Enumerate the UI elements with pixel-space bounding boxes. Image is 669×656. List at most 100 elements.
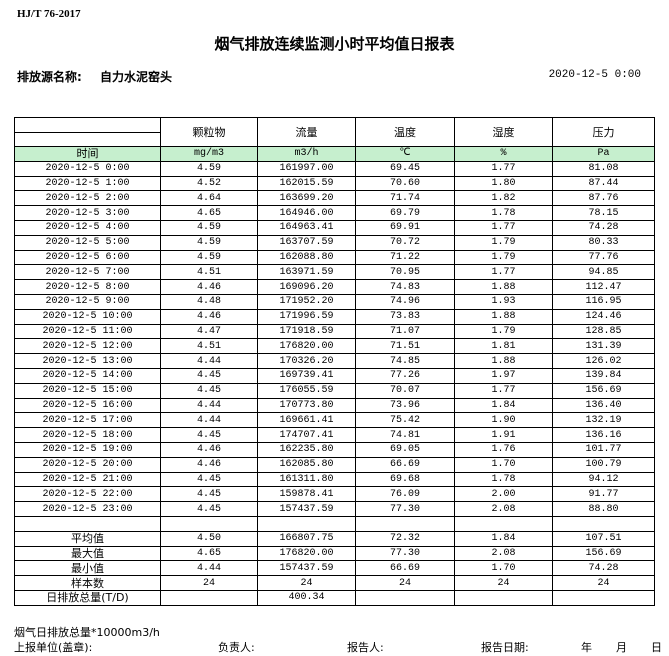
value-cell: 66.69 <box>355 560 455 577</box>
value-cell: 1.90 <box>454 412 553 429</box>
value-cell: 107.51 <box>552 530 655 547</box>
value-cell: 1.79 <box>454 234 553 251</box>
data-row: 2020-12-5 16:00 4.44 170773.80 73.96 1.84 136… <box>14 397 655 414</box>
report-date-label: 报告日期: <box>481 641 529 654</box>
value-cell: 170773.80 <box>257 397 356 414</box>
value-cell: 81.08 <box>552 160 655 177</box>
value-cell: 4.45 <box>160 486 258 503</box>
summary-row: 最小值 4.44 157437.59 66.69 1.70 74.28 <box>14 560 655 577</box>
value-cell: 24 <box>454 575 553 591</box>
data-row: 2020-12-5 6:00 4.59 162088.80 71.22 1.79 77.7… <box>14 249 655 266</box>
report-table: 颗粒物 流量 温度 湿度 压力 时间 mg/m3 m3/h ℃ % Pa 202… <box>14 117 655 606</box>
value-cell: 176820.00 <box>257 338 356 355</box>
value-cell: 166807.75 <box>257 530 356 547</box>
value-cell <box>552 589 655 606</box>
source-name: 自力水泥窑头 <box>100 70 173 84</box>
value-cell: 78.15 <box>552 205 655 221</box>
value-cell: 171918.59 <box>257 323 356 340</box>
value-cell: 163707.59 <box>257 234 356 251</box>
row-label: 2020-12-5 19:00 <box>14 441 161 458</box>
value-cell: 77.26 <box>355 367 455 384</box>
value-cell: 4.45 <box>160 427 258 443</box>
value-cell: 4.64 <box>160 190 258 207</box>
value-cell: 1.88 <box>454 353 553 369</box>
value-cell: 24 <box>552 575 655 591</box>
value-cell <box>454 589 553 606</box>
data-row: 2020-12-5 11:00 4.47 171918.59 71.07 1.79 128… <box>14 323 655 340</box>
value-cell: 4.44 <box>160 412 258 429</box>
row-label: 2020-12-5 23:00 <box>14 501 161 517</box>
value-cell: 169661.41 <box>257 412 356 429</box>
data-row: 2020-12-5 17:00 4.44 169661.41 75.42 1.90 132… <box>14 412 655 429</box>
value-cell: 4.44 <box>160 397 258 414</box>
value-cell: 2.08 <box>454 501 553 517</box>
data-row: 2020-12-5 9:00 4.48 171952.20 74.96 1.93 116.… <box>14 293 655 310</box>
value-cell: 162085.80 <box>257 456 356 473</box>
value-cell: 112.47 <box>552 279 655 295</box>
value-cell: 163971.59 <box>257 264 356 281</box>
value-cell: 74.96 <box>355 293 455 310</box>
blank-row <box>14 515 655 532</box>
value-cell: 4.59 <box>160 234 258 251</box>
data-row: 2020-12-5 12:00 4.51 176820.00 71.51 1.81 131… <box>14 338 655 355</box>
value-cell: 124.46 <box>552 308 655 325</box>
data-row: 2020-12-5 3:00 4.65 164946.00 69.79 1.78 78.1… <box>14 205 655 221</box>
value-cell: 74.85 <box>355 353 455 369</box>
value-cell: 75.42 <box>355 412 455 429</box>
unit-cell: ℃ <box>355 146 455 162</box>
value-cell: 164963.41 <box>257 219 356 236</box>
value-cell: 157437.59 <box>257 560 356 577</box>
value-cell: 162235.80 <box>257 441 356 458</box>
value-cell: 70.95 <box>355 264 455 281</box>
value-cell: 171996.59 <box>257 308 356 325</box>
value-cell <box>454 515 553 532</box>
value-cell: 1.91 <box>454 427 553 443</box>
units-row: 时间 mg/m3 m3/h ℃ % Pa <box>14 146 655 162</box>
value-cell: 1.80 <box>454 175 553 192</box>
value-cell: 162088.80 <box>257 249 356 266</box>
value-cell: 94.85 <box>552 264 655 281</box>
header-particulate: 颗粒物 <box>160 117 258 147</box>
data-row: 2020-12-5 14:00 4.45 169739.41 77.26 1.97 139… <box>14 367 655 384</box>
value-cell <box>355 589 455 606</box>
value-cell: 4.46 <box>160 441 258 458</box>
value-cell: 70.60 <box>355 175 455 192</box>
header-blank-cell <box>14 117 161 147</box>
value-cell: 126.02 <box>552 353 655 369</box>
value-cell: 70.72 <box>355 234 455 251</box>
summary-row: 样本数 24 24 24 24 24 <box>14 575 655 591</box>
value-cell: 71.51 <box>355 338 455 355</box>
reporter-label: 报告人: <box>347 641 384 654</box>
value-cell: 72.32 <box>355 530 455 547</box>
value-cell: 91.77 <box>552 486 655 503</box>
value-cell: 24 <box>355 575 455 591</box>
value-cell: 1.97 <box>454 367 553 384</box>
row-label: 2020-12-5 22:00 <box>14 486 161 503</box>
value-cell: 1.88 <box>454 308 553 325</box>
data-row: 2020-12-5 8:00 4.46 169096.20 74.83 1.88 112.… <box>14 279 655 295</box>
value-cell: 157437.59 <box>257 501 356 517</box>
data-row: 2020-12-5 4:00 4.59 164963.41 69.91 1.77 74.2… <box>14 219 655 236</box>
value-cell: 80.33 <box>552 234 655 251</box>
value-cell: 2.00 <box>454 486 553 503</box>
value-cell: 4.51 <box>160 264 258 281</box>
value-cell: 71.22 <box>355 249 455 266</box>
value-cell: 77.76 <box>552 249 655 266</box>
value-cell: 74.28 <box>552 560 655 577</box>
value-cell <box>160 515 258 532</box>
value-cell: 100.79 <box>552 456 655 473</box>
header-row: 颗粒物 流量 温度 湿度 压力 <box>14 117 655 147</box>
value-cell: 69.68 <box>355 471 455 488</box>
value-cell: 1.79 <box>454 249 553 266</box>
value-cell: 1.79 <box>454 323 553 340</box>
summary-row: 平均值 4.50 166807.75 72.32 1.84 107.51 <box>14 530 655 547</box>
reporting-unit-label: 上报单位(盖章): <box>14 641 93 654</box>
unit-cell: m3/h <box>257 146 356 162</box>
value-cell: 4.48 <box>160 293 258 310</box>
value-cell: 136.16 <box>552 427 655 443</box>
value-cell: 1.81 <box>454 338 553 355</box>
value-cell: 1.77 <box>454 219 553 236</box>
value-cell: 76.09 <box>355 486 455 503</box>
value-cell: 4.46 <box>160 279 258 295</box>
value-cell: 128.85 <box>552 323 655 340</box>
